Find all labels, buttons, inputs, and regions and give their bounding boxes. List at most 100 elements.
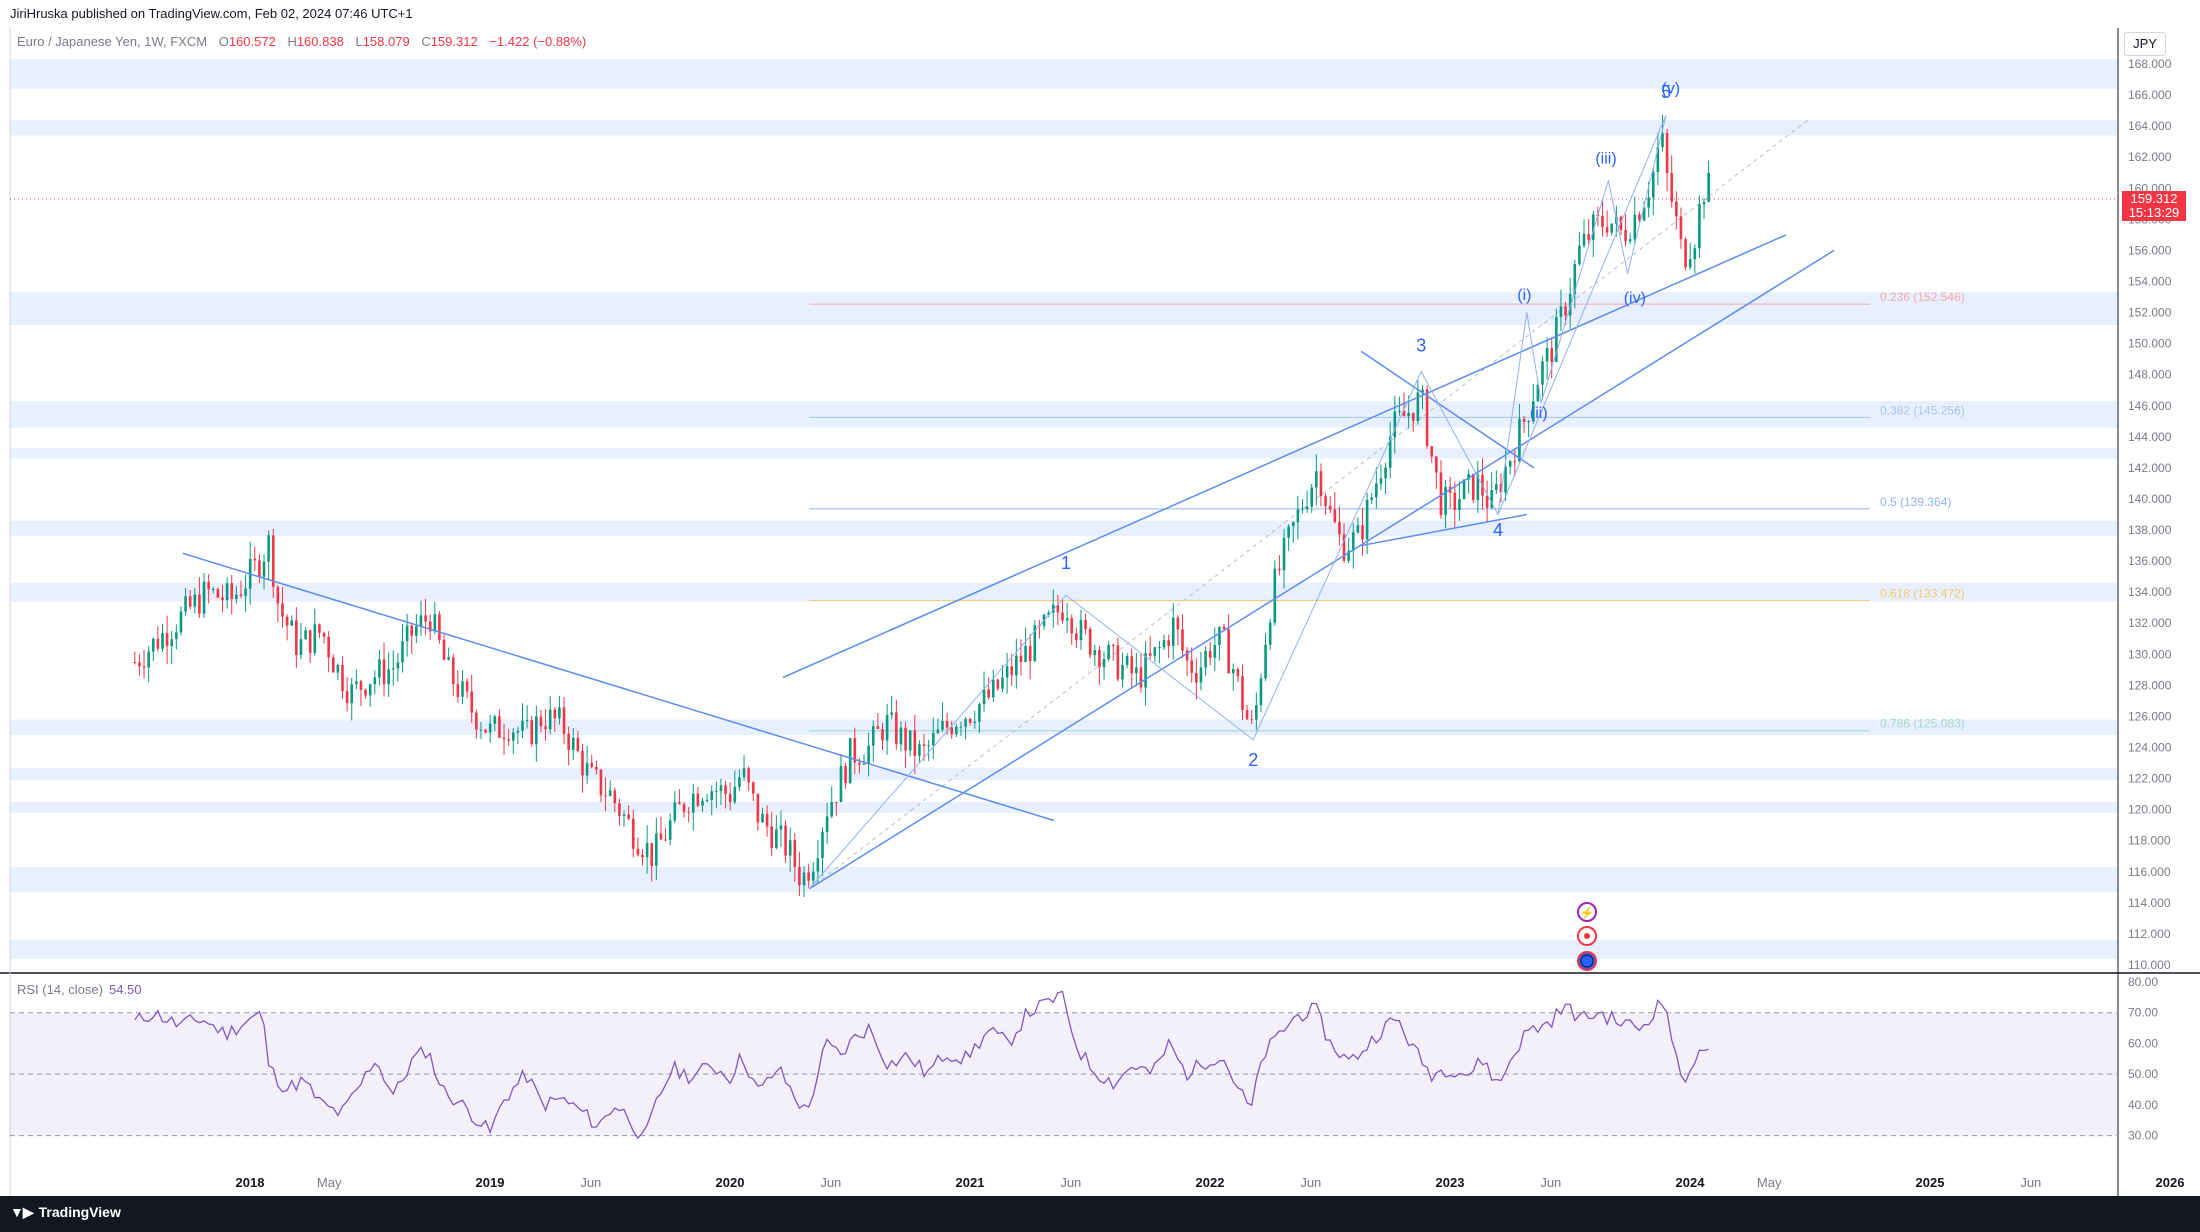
trendline	[808, 249, 1835, 890]
rsi-tick-label: 50.00	[2128, 1067, 2158, 1081]
currency-button[interactable]: JPY	[2124, 32, 2166, 56]
candle-body	[410, 625, 414, 636]
rsi-label[interactable]: RSI (14, close)	[17, 982, 103, 997]
fib-trend-line	[808, 117, 1811, 890]
candle-body	[1582, 233, 1586, 246]
price-tick-label: 132.000	[2128, 616, 2172, 630]
candle-body	[405, 625, 409, 642]
horizontal-bands	[10, 59, 2118, 959]
candle-body	[751, 782, 755, 794]
candle-body	[267, 535, 270, 562]
candle-body	[590, 763, 594, 767]
candle-body	[216, 589, 220, 598]
trendline	[1361, 513, 1527, 547]
support-resistance-band	[10, 447, 2118, 459]
rsi-pane[interactable]: 30.00 40.00 50.00 60.00 70.00 80.00	[10, 975, 2158, 1143]
candle-body	[401, 641, 404, 663]
candle-body	[1573, 264, 1577, 295]
candle-body	[1375, 483, 1378, 498]
rsi-tick-label: 30.00	[2128, 1129, 2158, 1143]
price-tick-label: 152.000	[2128, 306, 2172, 320]
candle-body	[562, 707, 566, 734]
tradingview-brand[interactable]: ▼▶ TradingView	[10, 1204, 121, 1221]
candle-body	[253, 558, 257, 561]
candle-body	[1056, 604, 1060, 613]
candle-body	[978, 704, 981, 722]
candle-body	[936, 729, 940, 734]
candle-body	[1176, 617, 1180, 630]
candle-body	[1453, 492, 1457, 511]
time-tick-label: 2019	[476, 1175, 505, 1190]
symbol-legend[interactable]: Euro / Japanese Yen, 1W, FXCM O160.572 H…	[17, 34, 594, 49]
candle-body	[955, 726, 958, 735]
candle-body	[1153, 647, 1157, 656]
fib-level-label: 0.5 (139.364)	[1880, 495, 1951, 509]
economic-event-dot-icon	[1584, 933, 1590, 939]
candle-body	[1199, 667, 1203, 683]
candle-body	[1651, 171, 1655, 198]
candle-body	[793, 840, 797, 867]
candle-body	[1693, 248, 1697, 260]
candle-body	[461, 681, 464, 697]
candle-body	[161, 633, 164, 649]
candle-body	[715, 791, 718, 793]
time-axis[interactable]: 2018 May 2019 Jun 2020 Jun 2021 Jun 2022 Jun 2023 J…	[236, 1175, 2185, 1190]
candle-body	[613, 790, 617, 804]
dividend-event-icon[interactable]	[1577, 902, 1597, 922]
symbol-name[interactable]: Euro / Japanese Yen, 1W, FXCM	[17, 34, 208, 49]
trendlines[interactable]	[182, 115, 1835, 890]
candle-body	[188, 596, 192, 607]
candle-body	[1513, 461, 1517, 463]
rsi-legend[interactable]: RSI (14, close) 54.50	[17, 982, 142, 997]
candle-body	[996, 679, 1000, 689]
candle-body	[991, 679, 995, 698]
candle-body	[908, 730, 912, 751]
candle-body	[1467, 473, 1470, 480]
candle-body	[1338, 522, 1341, 535]
candle-body	[1564, 306, 1567, 316]
candle-body	[558, 707, 561, 719]
candle-body	[1107, 644, 1110, 659]
fib-level-label: 0.618 (133.472)	[1880, 586, 1965, 600]
candle-body	[479, 729, 483, 731]
candle-body	[802, 872, 806, 886]
candle-body	[631, 818, 635, 849]
candle-body	[950, 727, 954, 735]
candle-body	[1430, 446, 1434, 457]
event-icons[interactable]: ⚡	[1577, 902, 1597, 971]
candle-body	[922, 744, 926, 746]
candle-body	[1647, 197, 1650, 208]
candle-body	[465, 681, 469, 692]
candle-body	[1051, 604, 1055, 613]
candle-body	[1190, 660, 1194, 673]
candle-body	[1213, 645, 1217, 658]
candle-body	[1495, 484, 1498, 491]
wave-label: 5	[1661, 82, 1671, 102]
time-tick-label: Jun	[820, 1175, 841, 1190]
candle-body	[447, 657, 450, 660]
candle-body	[798, 866, 801, 886]
support-resistance-band	[10, 59, 2118, 89]
candle-body	[1356, 525, 1360, 533]
price-tick-label: 142.000	[2128, 461, 2172, 475]
price-tick-label: 128.000	[2128, 678, 2172, 692]
candle-body	[308, 630, 312, 653]
candle-body	[290, 620, 294, 626]
time-tick-label: 2020	[716, 1175, 745, 1190]
candle-body	[973, 721, 977, 723]
price-tick-label: 120.000	[2128, 803, 2172, 817]
candle-body	[378, 659, 381, 678]
candle-body	[761, 813, 764, 823]
candle-body	[1005, 666, 1009, 678]
candle-body	[1490, 490, 1494, 508]
candle-body	[1545, 347, 1549, 362]
candle-body	[1088, 628, 1092, 656]
candle-body	[331, 657, 335, 673]
fibonacci-retracement[interactable]: 0.236 (152.546) 0.382 (145.256) 0.5 (139.3…	[808, 117, 1965, 890]
candle-body	[788, 840, 792, 856]
candle-body	[719, 785, 723, 792]
candle-body	[571, 737, 575, 750]
price-chart[interactable]: 0.236 (152.546) 0.382 (145.256) 0.5 (139.3…	[0, 0, 2200, 1196]
candle-body	[1555, 317, 1558, 362]
elliott-wave-path	[808, 115, 1667, 890]
